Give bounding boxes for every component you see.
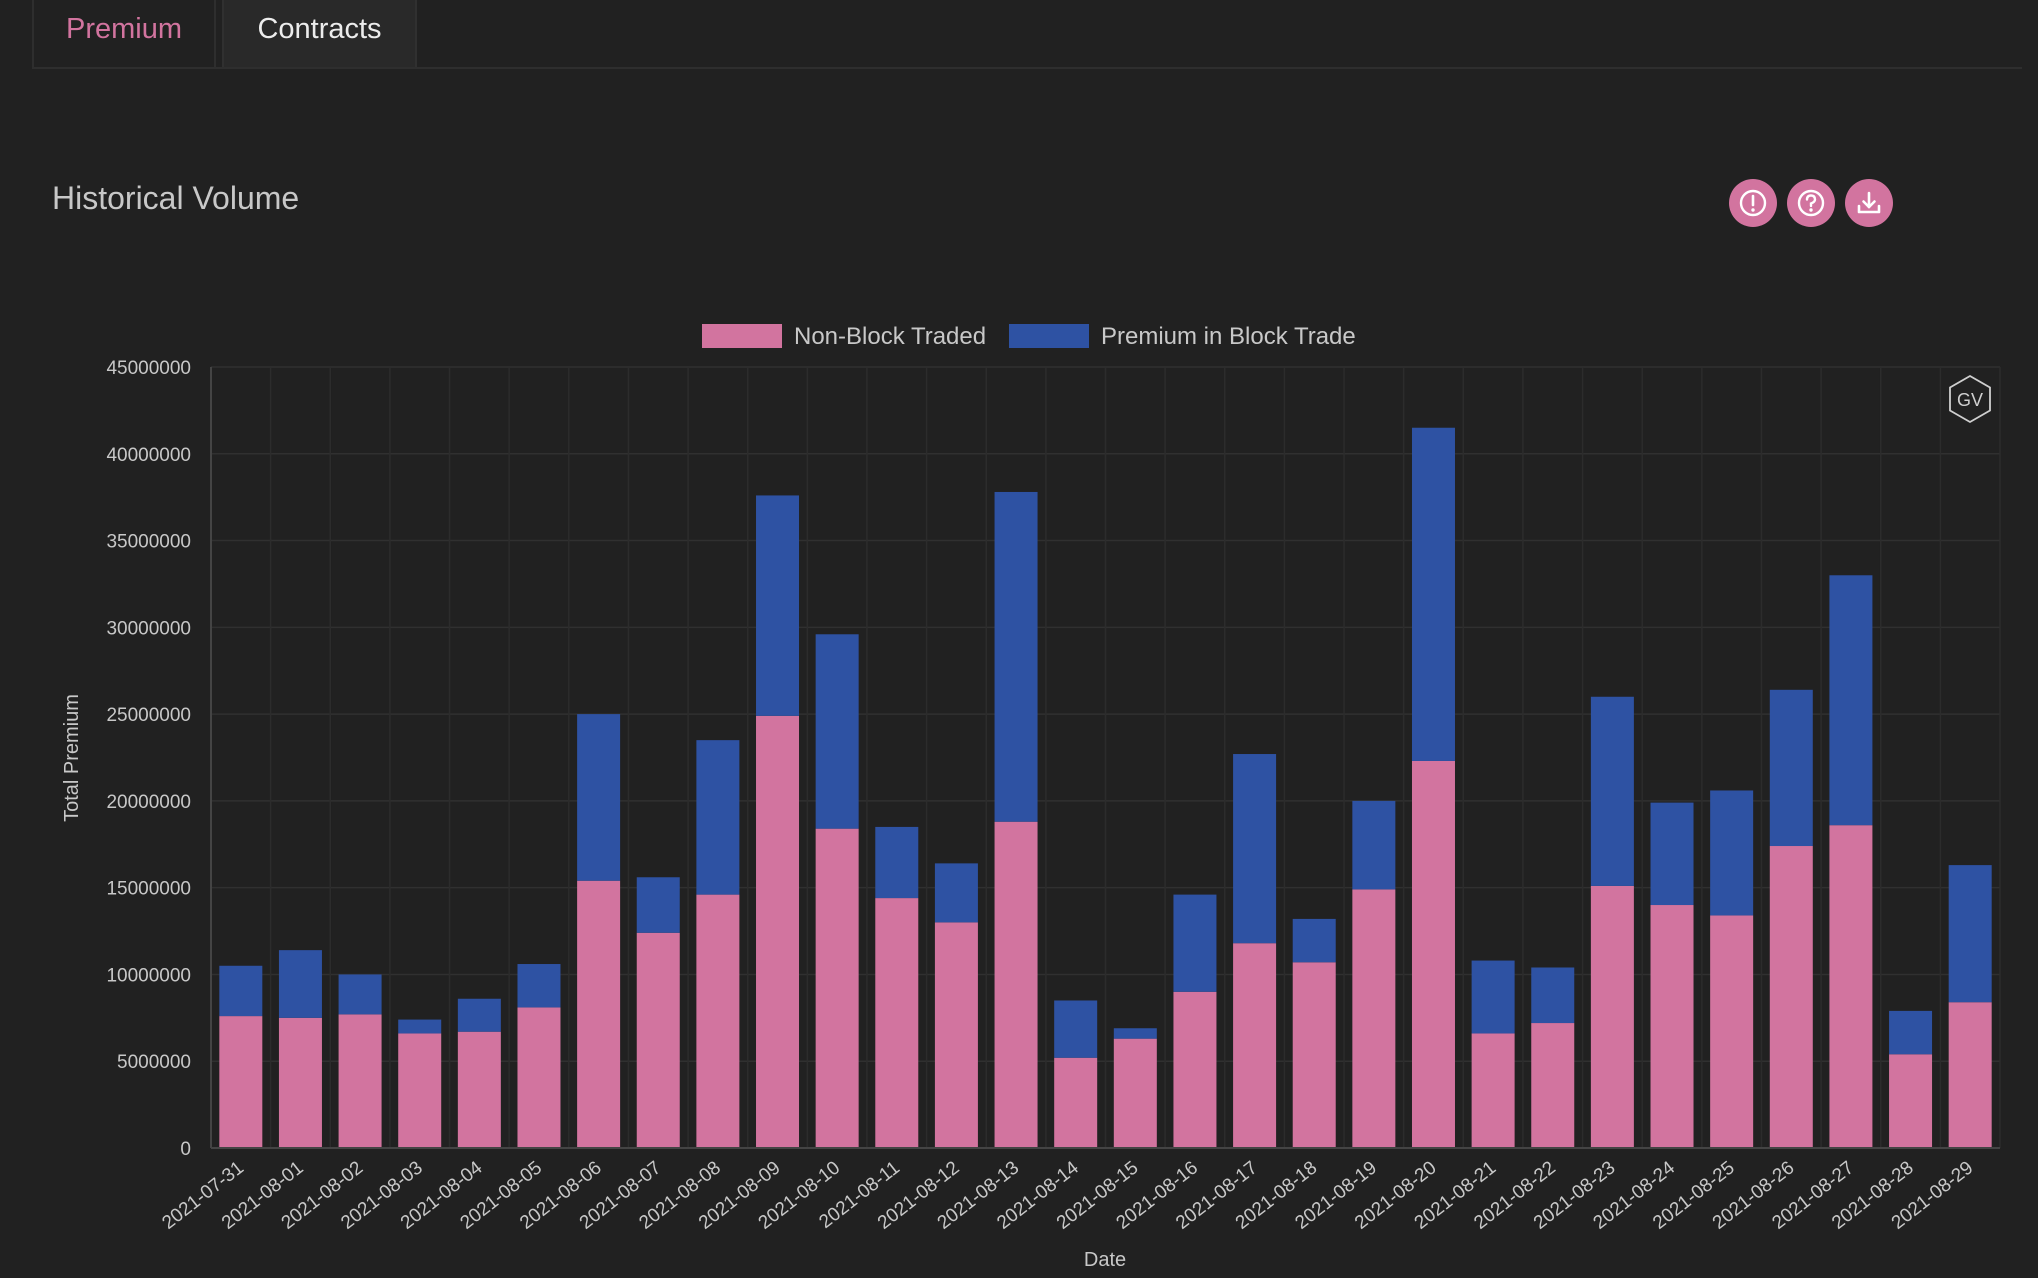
y-tick-label: 30000000 <box>106 618 191 639</box>
bar-non-block-traded <box>1948 1002 1992 1148</box>
bar-non-block-traded <box>1769 846 1813 1148</box>
bar-non-block-traded <box>1054 1057 1098 1148</box>
bar-non-block-traded <box>1471 1033 1515 1148</box>
alert-icon <box>1739 189 1767 217</box>
bar-premium-in-block-trade <box>1829 575 1873 826</box>
bar-non-block-traded <box>1292 962 1336 1148</box>
download-icon <box>1857 191 1881 214</box>
tab-premium[interactable]: Premium <box>32 0 216 67</box>
legend-swatch <box>702 324 782 348</box>
page-title: Historical Volume <box>52 180 300 216</box>
bar-non-block-traded <box>1650 905 1694 1148</box>
bar-non-block-traded <box>756 715 800 1148</box>
bar-premium-in-block-trade <box>219 965 263 1017</box>
bar-non-block-traded <box>1233 943 1277 1148</box>
bar-premium-in-block-trade <box>517 964 561 1008</box>
report-issue-button[interactable] <box>1729 179 1777 227</box>
bar-premium-in-block-trade <box>1292 918 1336 963</box>
bar-non-block-traded <box>994 821 1038 1148</box>
bar-premium-in-block-trade <box>1054 1000 1098 1058</box>
bar-non-block-traded <box>1710 915 1754 1148</box>
bar-premium-in-block-trade <box>398 1019 442 1034</box>
bar-premium-in-block-trade <box>457 998 501 1032</box>
bar-non-block-traded <box>219 1016 263 1148</box>
bar-premium-in-block-trade <box>1769 689 1813 847</box>
bar-premium-in-block-trade <box>636 877 680 933</box>
bar-non-block-traded <box>457 1031 501 1148</box>
bar-premium-in-block-trade <box>994 491 1038 822</box>
bars <box>219 427 1992 1148</box>
bar-premium-in-block-trade <box>1411 427 1455 761</box>
bar-premium-in-block-trade <box>1948 865 1992 1003</box>
y-tick-label: 5000000 <box>117 1052 191 1073</box>
bar-premium-in-block-trade <box>1531 967 1575 1024</box>
bar-premium-in-block-trade <box>1889 1010 1933 1055</box>
legend: Non-Block Traded Premium in Block Trade <box>702 323 1356 350</box>
bar-non-block-traded <box>696 894 740 1148</box>
bar-premium-in-block-trade <box>1173 894 1217 992</box>
bar-non-block-traded <box>398 1033 442 1148</box>
bar-non-block-traded <box>1889 1054 1933 1148</box>
bar-non-block-traded <box>815 828 859 1148</box>
bar-non-block-traded <box>1411 760 1455 1148</box>
y-tick-label: 45000000 <box>106 358 191 379</box>
bar-premium-in-block-trade <box>1710 790 1754 916</box>
help-button[interactable] <box>1787 179 1835 227</box>
bar-premium-in-block-trade <box>875 826 919 899</box>
bar-non-block-traded <box>1352 889 1396 1148</box>
bar-non-block-traded <box>636 932 680 1148</box>
y-tick-label: 20000000 <box>106 792 191 813</box>
bar-premium-in-block-trade <box>1113 1028 1157 1039</box>
bar-non-block-traded <box>577 880 621 1148</box>
tab-bar: Premium Contracts <box>32 0 2022 69</box>
legend-label: Premium in Block Trade <box>1101 323 1356 350</box>
bar-premium-in-block-trade <box>934 863 978 923</box>
tab-contracts[interactable]: Contracts <box>222 0 417 67</box>
y-tick-label: 25000000 <box>106 705 191 726</box>
bar-non-block-traded <box>1829 825 1873 1148</box>
bar-premium-in-block-trade <box>577 714 621 881</box>
bar-non-block-traded <box>1173 991 1217 1148</box>
y-axis-label: Total Premium <box>61 694 83 822</box>
x-axis-label: Date <box>1084 1249 1126 1271</box>
download-button[interactable] <box>1845 179 1893 227</box>
bar-premium-in-block-trade <box>338 974 382 1015</box>
help-icon <box>1797 189 1825 217</box>
bar-non-block-traded <box>875 898 919 1148</box>
bar-non-block-traded <box>1590 885 1634 1148</box>
y-tick-label: 10000000 <box>106 965 191 986</box>
bar-premium-in-block-trade <box>696 740 740 895</box>
bar-non-block-traded <box>934 922 978 1148</box>
watermark-text: GV <box>1957 390 1983 410</box>
legend-label: Non-Block Traded <box>794 323 986 350</box>
bar-premium-in-block-trade <box>1650 802 1694 906</box>
bar-premium-in-block-trade <box>756 495 800 716</box>
bar-premium-in-block-trade <box>1590 696 1634 886</box>
bar-non-block-traded <box>278 1017 322 1148</box>
watermark-logo: GV <box>1949 374 1991 424</box>
bar-non-block-traded <box>517 1007 561 1148</box>
y-tick-label: 35000000 <box>106 532 191 553</box>
bar-premium-in-block-trade <box>1471 960 1515 1034</box>
y-tick-label: 0 <box>180 1139 191 1160</box>
y-tick-label: 40000000 <box>106 445 191 466</box>
y-tick-label: 15000000 <box>106 879 191 900</box>
bar-premium-in-block-trade <box>1352 800 1396 890</box>
legend-swatch <box>1009 324 1089 348</box>
stacked-bar-chart: 0 5000000 10000000 15000000 20000000 25000000… <box>61 323 2001 1271</box>
bar-premium-in-block-trade <box>815 634 859 829</box>
bar-premium-in-block-trade <box>278 950 322 1018</box>
bar-non-block-traded <box>1113 1038 1157 1148</box>
bar-non-block-traded <box>338 1014 382 1148</box>
bar-non-block-traded <box>1531 1023 1575 1148</box>
bar-premium-in-block-trade <box>1233 754 1277 944</box>
